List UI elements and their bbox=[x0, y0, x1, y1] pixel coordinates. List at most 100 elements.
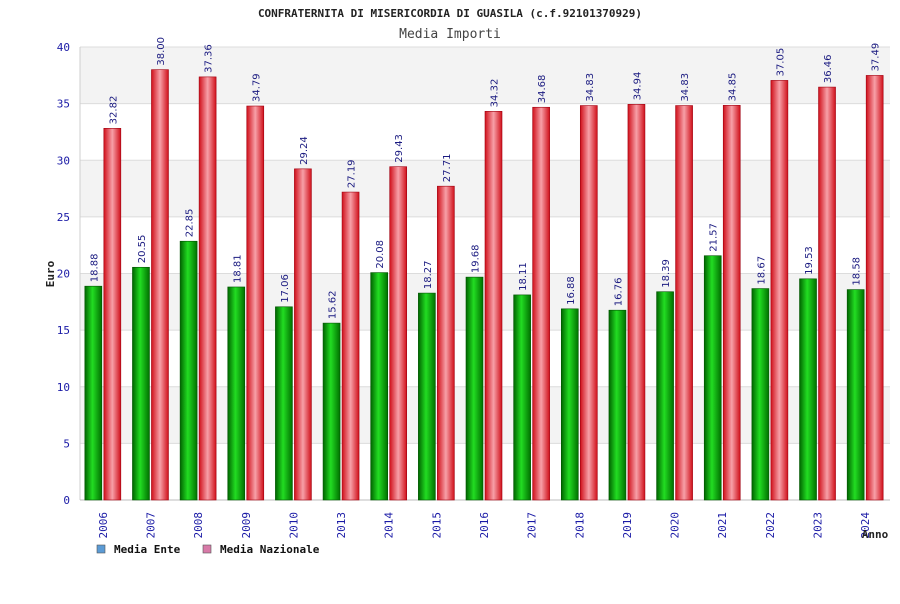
bar-media-nazionale-2009 bbox=[246, 105, 265, 501]
value-label: 37.49 bbox=[871, 43, 882, 72]
value-label: 37.05 bbox=[775, 48, 786, 77]
value-label: 18.11 bbox=[518, 262, 529, 291]
y-tick-label: 10 bbox=[57, 381, 70, 394]
legend-label-media-nazionale: Media Nazionale bbox=[220, 543, 320, 556]
x-axis-ticks: 2006 2007 2008 2009 2010 2013 2014 2015 2016 2017… bbox=[97, 512, 872, 539]
bar-media-nazionale-2020 bbox=[675, 105, 693, 501]
x-tick-label: 2019 bbox=[621, 512, 634, 539]
value-label: 18.81 bbox=[232, 254, 243, 283]
bar-media-ente-2018 bbox=[560, 308, 579, 501]
bar-media-nazionale-2014 bbox=[389, 166, 408, 501]
bar-media-ente-2020 bbox=[656, 291, 674, 501]
bar-media-nazionale-2010 bbox=[294, 168, 312, 501]
value-label: 16.88 bbox=[566, 276, 577, 305]
legend: Media Ente Media Nazionale bbox=[96, 543, 320, 556]
bar-media-nazionale-2016 bbox=[484, 111, 503, 501]
x-axis-title: Anno bbox=[862, 528, 889, 541]
bar-media-nazionale-2021 bbox=[722, 105, 741, 501]
value-label: 18.58 bbox=[852, 257, 863, 286]
value-label: 37.36 bbox=[204, 44, 215, 73]
bar-media-nazionale-2013 bbox=[341, 191, 360, 501]
bar-media-ente-2015 bbox=[418, 292, 436, 501]
x-tick-label: 2015 bbox=[430, 512, 443, 539]
value-label: 34.83 bbox=[680, 73, 691, 102]
value-label: 32.82 bbox=[108, 96, 119, 125]
value-label: 18.88 bbox=[89, 254, 100, 283]
bar-media-nazionale-2022 bbox=[770, 80, 789, 501]
value-label: 19.53 bbox=[804, 246, 815, 275]
bar-media-ente-2016 bbox=[465, 276, 484, 501]
bar-media-ente-2010 bbox=[275, 306, 293, 501]
x-tick-label: 2018 bbox=[573, 512, 586, 539]
y-axis-title: Euro bbox=[44, 260, 57, 287]
bar-media-nazionale-2023 bbox=[818, 86, 836, 501]
bar-media-ente-2008 bbox=[179, 240, 198, 501]
x-tick-label: 2017 bbox=[526, 512, 539, 539]
bar-media-ente-2006 bbox=[84, 285, 103, 501]
x-tick-label: 2006 bbox=[97, 512, 110, 539]
value-label: 18.27 bbox=[423, 260, 434, 289]
legend-swatch-media-ente bbox=[96, 544, 106, 554]
bar-media-nazionale-2006 bbox=[103, 128, 122, 501]
value-label: 29.43 bbox=[394, 134, 405, 163]
chart-subtitle: Media Importi bbox=[399, 27, 501, 42]
value-label: 29.24 bbox=[299, 136, 310, 165]
bar-media-nazionale-2015 bbox=[437, 185, 455, 501]
y-tick-label: 20 bbox=[57, 268, 70, 281]
bar-media-nazionale-2017 bbox=[532, 106, 550, 501]
bar-media-ente-2023 bbox=[799, 278, 817, 501]
y-tick-label: 40 bbox=[57, 41, 70, 54]
x-tick-label: 2010 bbox=[287, 512, 300, 539]
bar-media-ente-2013 bbox=[322, 322, 341, 501]
x-tick-label: 2021 bbox=[716, 512, 729, 539]
x-tick-label: 2016 bbox=[478, 512, 491, 539]
value-label: 17.06 bbox=[280, 274, 291, 303]
value-label: 15.62 bbox=[328, 290, 339, 319]
value-label: 20.08 bbox=[375, 240, 386, 269]
value-label: 34.94 bbox=[632, 72, 643, 101]
x-tick-label: 2023 bbox=[812, 512, 825, 539]
y-tick-label: 5 bbox=[63, 437, 70, 450]
value-label: 34.68 bbox=[537, 75, 548, 104]
bar-media-ente-2017 bbox=[513, 294, 531, 501]
value-label: 20.55 bbox=[137, 235, 148, 264]
x-tick-label: 2024 bbox=[859, 512, 872, 539]
value-labels: 18.88 32.82 20.55 38.00 22.85 37.36 18.81 34.79… bbox=[89, 37, 881, 319]
bar-media-ente-2009 bbox=[227, 286, 246, 501]
value-label: 34.83 bbox=[585, 73, 596, 102]
chart-title: CONFRATERNITA DI MISERICORDIA DI GUASILA… bbox=[258, 7, 642, 20]
bar-media-nazionale-2007 bbox=[151, 69, 169, 501]
legend-label-media-ente: Media Ente bbox=[114, 543, 181, 556]
value-label: 36.46 bbox=[823, 54, 834, 83]
value-label: 22.85 bbox=[185, 209, 196, 238]
y-tick-label: 0 bbox=[63, 494, 70, 507]
x-tick-label: 2014 bbox=[383, 512, 396, 539]
value-label: 34.85 bbox=[728, 73, 739, 102]
value-label: 38.00 bbox=[156, 37, 167, 66]
y-tick-label: 15 bbox=[57, 324, 70, 337]
x-tick-label: 2009 bbox=[240, 512, 253, 539]
x-tick-label: 2008 bbox=[192, 512, 205, 539]
bar-media-nazionale-2024 bbox=[865, 75, 884, 501]
x-tick-label: 2022 bbox=[764, 512, 777, 539]
value-label: 18.39 bbox=[661, 259, 672, 288]
bar-media-nazionale-2008 bbox=[198, 76, 217, 501]
bar-media-nazionale-2018 bbox=[579, 105, 598, 501]
value-label: 21.57 bbox=[709, 223, 720, 252]
bar-media-ente-2021 bbox=[703, 255, 722, 501]
y-tick-label: 30 bbox=[57, 154, 70, 167]
value-label: 16.76 bbox=[613, 278, 624, 307]
x-tick-label: 2013 bbox=[335, 512, 348, 539]
value-label: 18.67 bbox=[756, 256, 767, 285]
value-label: 19.68 bbox=[471, 244, 482, 273]
value-label: 34.32 bbox=[490, 79, 501, 108]
y-tick-label: 35 bbox=[57, 98, 70, 111]
x-tick-label: 2007 bbox=[144, 512, 157, 539]
bar-media-ente-2019 bbox=[608, 309, 627, 501]
value-label: 27.71 bbox=[442, 154, 453, 183]
bar-media-ente-2022 bbox=[751, 288, 770, 501]
bar-media-ente-2007 bbox=[132, 266, 150, 501]
value-label: 27.19 bbox=[347, 159, 358, 188]
